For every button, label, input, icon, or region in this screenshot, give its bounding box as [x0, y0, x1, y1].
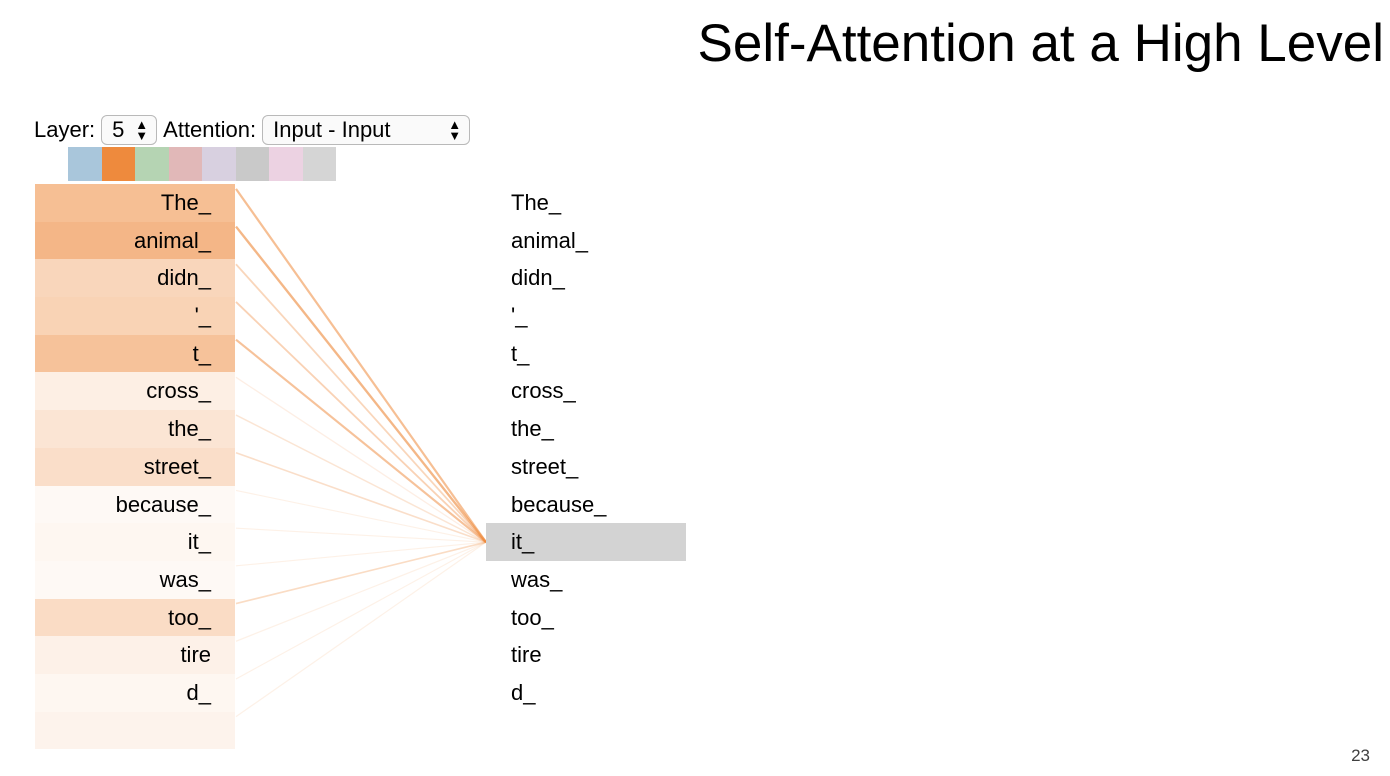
layer-value: 5 [112, 117, 125, 142]
left-token[interactable]: didn_ [35, 259, 235, 298]
attention-line [235, 301, 487, 543]
attention-label: Attention: [163, 117, 257, 142]
attention-line [235, 451, 487, 543]
layer-select[interactable]: 5 ▲ ▼ [101, 115, 158, 145]
right-token[interactable]: tire [511, 642, 542, 668]
head-swatch[interactable] [302, 147, 336, 181]
head-swatch[interactable] [235, 147, 269, 181]
left-token[interactable]: street_ [35, 447, 235, 486]
left-token[interactable]: animal_ [35, 221, 235, 260]
right-token-selected[interactable]: it_ [486, 523, 686, 561]
left-token[interactable]: cross_ [35, 372, 235, 411]
right-token[interactable]: cross_ [511, 378, 576, 404]
attention-line [235, 263, 487, 543]
attention-line [235, 188, 487, 543]
right-token[interactable]: The_ [511, 190, 562, 215]
right-token[interactable]: the_ [511, 416, 554, 442]
attention-line [235, 489, 487, 543]
attention-select[interactable]: Input - Input ▲ ▼ [262, 115, 471, 145]
attention-line [235, 527, 487, 543]
head-swatch[interactable] [168, 147, 202, 181]
right-token[interactable]: street_ [511, 453, 579, 479]
attention-line [235, 541, 487, 567]
layer-label: Layer: [34, 117, 96, 142]
left-token[interactable]: because_ [35, 485, 235, 524]
right-token[interactable]: '_ [511, 303, 528, 329]
updown-arrow-icon: ▲ ▼ [135, 117, 149, 143]
attention-line [235, 541, 487, 642]
right-token[interactable]: didn_ [511, 265, 565, 291]
right-token[interactable]: was_ [511, 566, 563, 592]
left-token-column: The_ animal_ didn_ '_ t_ cross_ the_ street_ bec… [35, 184, 235, 750]
head-swatches [68, 147, 336, 181]
left-token[interactable]: t_ [35, 334, 235, 373]
head-swatch[interactable] [269, 147, 303, 181]
left-token[interactable] [35, 711, 235, 750]
right-token[interactable]: t_ [511, 340, 530, 366]
left-token[interactable]: tire [35, 636, 235, 674]
head-swatch[interactable] [68, 147, 102, 181]
attention-line [235, 338, 487, 543]
head-swatch[interactable] [135, 147, 169, 181]
right-token-column: The_ animal_ didn_ '_ t_ cross_ the_ street_bec… [486, 184, 686, 712]
attention-line [235, 541, 487, 718]
head-swatch[interactable] [101, 147, 135, 181]
right-token[interactable]: d_ [511, 679, 536, 705]
attention-line [235, 414, 487, 543]
attention-controls: Layer: 5 ▲ ▼ Attention: Input - Input ▲ ▼ [34, 113, 471, 147]
left-token[interactable]: '_ [35, 297, 235, 335]
attention-value: Input - Input [273, 117, 391, 142]
slide-title: Self-Attention at a High Level [697, 14, 1384, 73]
page-number: 23 [1351, 746, 1370, 765]
left-token[interactable]: The_ [35, 184, 235, 222]
head-swatch[interactable] [202, 147, 236, 181]
left-token[interactable]: was_ [35, 560, 235, 599]
attention-line [235, 225, 487, 543]
right-token[interactable]: too_ [511, 604, 554, 630]
attention-line [235, 541, 487, 680]
left-token[interactable]: it_ [35, 523, 235, 561]
right-token[interactable]: because_ [511, 491, 607, 517]
left-token[interactable]: too_ [35, 598, 235, 637]
attention-line [235, 541, 487, 605]
left-token[interactable]: the_ [35, 410, 235, 448]
left-token[interactable]: d_ [35, 673, 235, 712]
attention-line [235, 376, 487, 543]
right-token[interactable]: animal_ [511, 227, 589, 253]
updown-arrow-icon: ▲ ▼ [448, 117, 462, 143]
